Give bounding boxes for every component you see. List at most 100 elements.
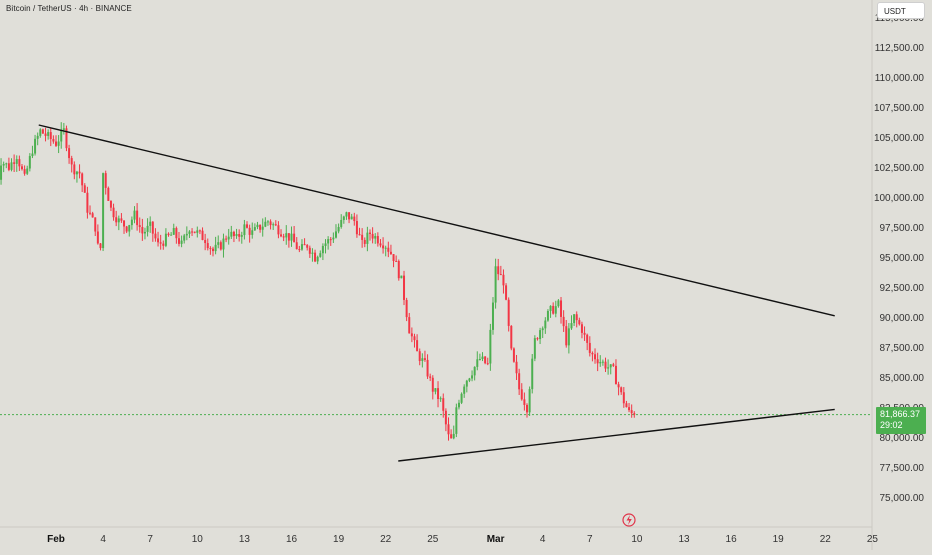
candle-body xyxy=(502,274,505,286)
candle-body xyxy=(238,234,241,237)
candle-body xyxy=(408,317,411,334)
x-tick-label: Feb xyxy=(47,534,65,545)
time-axis[interactable]: 28Feb47101316192225Mar47101316192225 xyxy=(0,534,878,545)
candle-body xyxy=(141,227,144,234)
candle-body xyxy=(251,230,254,235)
candle-body xyxy=(28,156,31,169)
candle-body xyxy=(465,380,468,387)
candle-body xyxy=(481,356,484,359)
candle-body xyxy=(225,238,228,240)
current-price-label: 81,866.37 29:02 xyxy=(876,407,926,434)
candle-body xyxy=(520,389,523,400)
candle-body xyxy=(484,356,487,364)
candle-body xyxy=(214,244,217,252)
candle-body xyxy=(405,299,408,318)
candle-body xyxy=(497,266,500,275)
candle-body xyxy=(366,232,369,244)
candle-body xyxy=(201,230,204,240)
candle-body xyxy=(442,398,445,411)
candle-body xyxy=(112,207,115,218)
candle-body xyxy=(206,243,209,249)
candle-body xyxy=(418,351,421,361)
y-tick-label: 77,500.00 xyxy=(880,463,925,474)
y-tick-label: 102,500.00 xyxy=(874,163,924,174)
candle-body xyxy=(431,377,434,392)
candle-body xyxy=(588,342,591,353)
candle-body xyxy=(130,219,133,226)
candle-body xyxy=(5,163,8,165)
candle-body xyxy=(10,162,13,170)
candle-body xyxy=(340,219,343,228)
candle-body xyxy=(575,314,578,321)
candle-body xyxy=(416,340,419,352)
candle-body xyxy=(146,225,149,232)
candle-body xyxy=(86,192,89,213)
candle-body xyxy=(154,233,157,239)
candle-body xyxy=(264,221,267,227)
candle-body xyxy=(478,358,481,360)
y-tick-label: 85,000.00 xyxy=(880,373,925,384)
candle-body xyxy=(507,299,510,326)
candle-body xyxy=(300,244,303,250)
x-tick-label: 25 xyxy=(867,534,879,545)
candle-body xyxy=(193,231,196,233)
candle-body xyxy=(604,361,607,369)
candle-body xyxy=(546,310,549,321)
candle-body xyxy=(491,302,494,330)
ascending-support-trendline[interactable] xyxy=(398,408,835,462)
candle-body xyxy=(219,242,222,250)
y-tick-label: 110,000.00 xyxy=(875,73,925,84)
candle-body xyxy=(227,236,230,240)
candle-body xyxy=(285,233,288,238)
candle-body xyxy=(452,433,455,439)
candle-body xyxy=(120,218,123,221)
candle-body xyxy=(384,247,387,249)
candle-body xyxy=(240,235,243,237)
currency-button[interactable]: USDT xyxy=(877,2,925,19)
y-tick-label: 90,000.00 xyxy=(880,313,925,324)
candle-body xyxy=(614,365,617,385)
candle-body xyxy=(183,235,186,241)
chart-title: Bitcoin / TetherUS · 4h · BINANCE xyxy=(6,4,132,13)
candle-body xyxy=(62,128,65,130)
candle-body xyxy=(345,212,348,217)
candle-body xyxy=(471,375,474,379)
candle-body xyxy=(104,173,107,188)
candle-body xyxy=(269,221,272,226)
candle-body xyxy=(20,166,23,170)
candle-body xyxy=(361,234,364,240)
candle-body xyxy=(625,403,628,408)
candle-body xyxy=(243,224,246,236)
candle-body xyxy=(159,242,162,244)
candle-body xyxy=(295,242,298,250)
candle-body xyxy=(541,328,544,331)
candle-body xyxy=(180,240,183,244)
candle-body xyxy=(0,165,3,180)
candle-body xyxy=(2,163,5,166)
candle-body xyxy=(125,226,128,232)
candle-body xyxy=(290,233,293,241)
candle-body xyxy=(107,187,110,201)
candle-body xyxy=(191,231,194,233)
descending-resistance-trendline[interactable] xyxy=(38,124,835,317)
candle-body xyxy=(31,153,34,157)
candle-body xyxy=(94,217,97,232)
lightning-icon[interactable] xyxy=(622,513,636,527)
candle-body xyxy=(222,238,225,250)
x-tick-label: 10 xyxy=(192,534,204,545)
candle-body xyxy=(329,239,332,241)
candle-body xyxy=(306,245,309,248)
candle-body xyxy=(476,359,479,367)
candle-body xyxy=(599,362,602,364)
candle-body xyxy=(109,200,112,208)
candle-body xyxy=(133,210,136,220)
candle-body xyxy=(594,354,597,360)
x-tick-label: 19 xyxy=(333,534,345,545)
candle-body xyxy=(601,361,604,363)
candle-body xyxy=(573,314,576,324)
candle-body xyxy=(410,333,413,337)
x-tick-label: Mar xyxy=(487,534,505,545)
candle-body xyxy=(68,148,71,159)
